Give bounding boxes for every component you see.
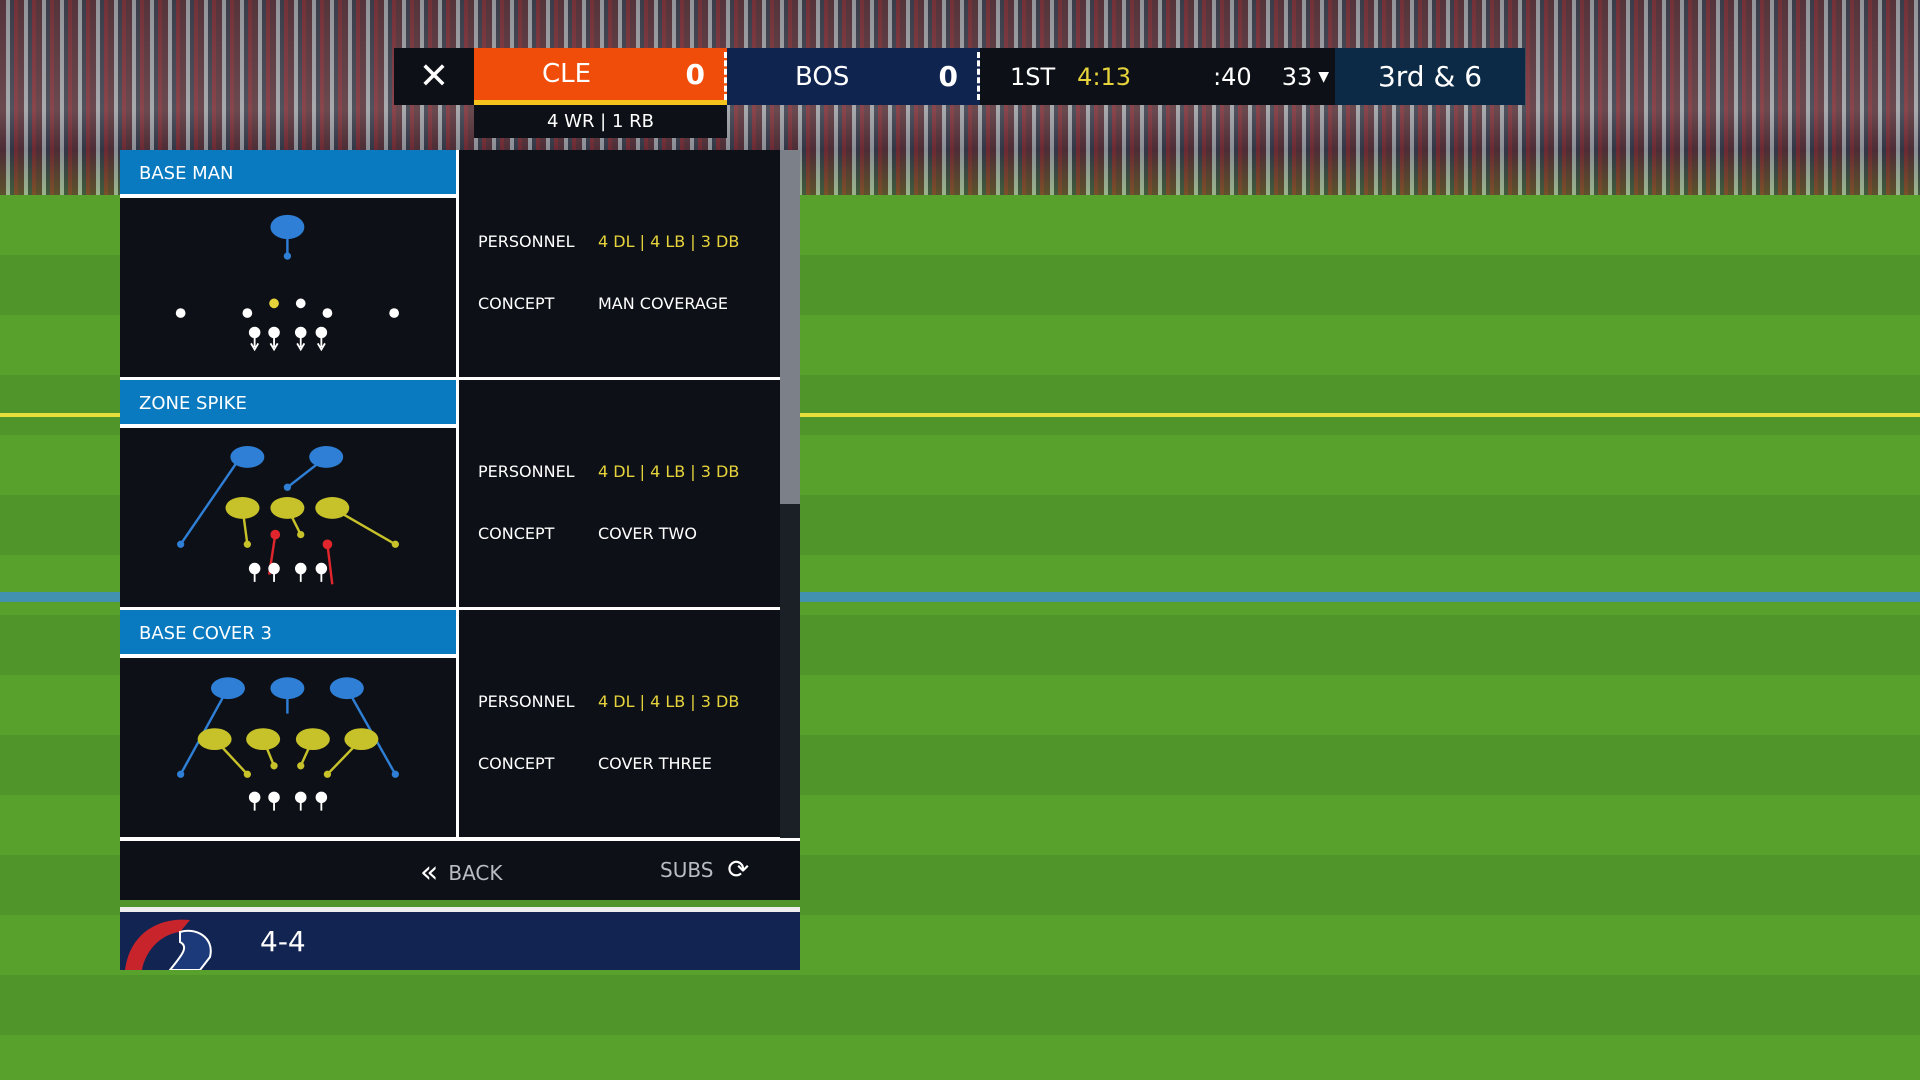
line-of-scrimmage [0,592,1920,602]
panel-footer: « BACK SUBS ⟳ [120,838,800,900]
concept-value: MAN COVERAGE [598,294,728,313]
away-team-score: BOS 0 [727,48,980,105]
personnel-value: 4 DL | 4 LB | 3 DB [598,692,740,711]
first-down-line [0,413,1920,417]
play-card-zone-spike[interactable]: ZONE SPIKE PERSONNEL 4 DL | 4 LB | 3 DB C… [120,380,800,610]
formation-bar: 4-4 [120,907,800,970]
league-logo: ✕ [394,48,474,105]
scrollbar-thumb[interactable] [780,150,800,504]
play-selection-panel: BASE MAN PERSONNEL 4 DL | 4 LB | 3 DB CON… [120,150,800,840]
concept-value: COVER TWO [598,524,697,543]
team-logo [125,919,212,970]
play-diagram [177,446,399,585]
down-distance: 3rd & 6 [1335,48,1525,105]
scrollbar[interactable] [780,150,800,838]
home-team-abbr: CLE [542,59,592,89]
refresh-icon: ⟳ [727,855,750,885]
back-button[interactable]: « BACK [420,855,503,890]
personnel-label: PERSONNEL [478,462,575,481]
play-diagram [175,214,399,352]
divider [977,52,980,100]
game-clock-area: 1ST 4:13 :40 33 ▼ [980,48,1335,105]
play-card-base-cover-3[interactable]: BASE COVER 3 PERSONNEL 4 DL | 4 LB | 3 DB… [120,610,800,840]
home-team-score: CLE 0 [474,48,727,105]
concept-label: CONCEPT [478,294,555,313]
subs-label: SUBS [660,858,714,882]
away-score: 0 [938,60,958,93]
personnel-label: PERSONNEL [478,232,575,251]
double-chevron-left-icon: « [420,855,439,890]
home-score: 0 [685,57,705,91]
away-team-abbr: BOS [795,61,850,92]
offense-personnel: 4 WR | 1 RB [474,105,727,138]
play-name: BASE COVER 3 [120,610,456,658]
concept-value: COVER THREE [598,754,712,773]
play-name: ZONE SPIKE [120,380,456,428]
game-clock: 4:13 [1077,62,1132,91]
subs-button[interactable]: SUBS ⟳ [660,855,749,885]
personnel-label: PERSONNEL [478,692,575,711]
personnel-value: 4 DL | 4 LB | 3 DB [598,462,740,481]
quarter: 1ST [1010,62,1056,91]
down-arrow-icon: ▼ [1318,68,1330,85]
play-name: BASE MAN [120,150,456,198]
yard-line: 33 [1281,62,1313,91]
personnel-value: 4 DL | 4 LB | 3 DB [598,232,740,251]
formation-name: 4-4 [260,924,306,958]
play-diagram [177,677,399,811]
concept-label: CONCEPT [478,524,555,543]
play-card-base-man[interactable]: BASE MAN PERSONNEL 4 DL | 4 LB | 3 DB CON… [120,150,800,380]
divider [724,52,727,100]
concept-label: CONCEPT [478,754,555,773]
play-clock: :40 [1213,62,1252,91]
back-label: BACK [448,860,503,885]
